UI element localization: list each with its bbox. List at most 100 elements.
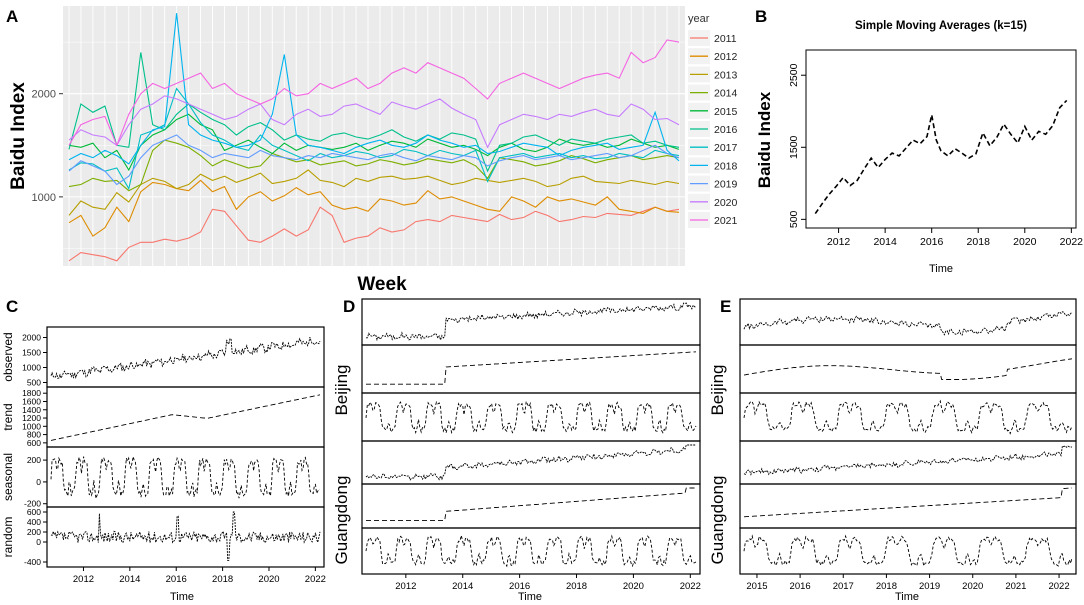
ytick-label: 0 [36,537,41,547]
xtick-label: 2020 [1013,236,1037,248]
panel-e-beijing-observed-line [743,311,1073,336]
legend-item-2020: 2020 [688,193,738,210]
panel-d-guangdong-trend-frame [361,483,701,529]
legend-label: 2020 [714,197,738,209]
panel-c-random-frame [46,506,325,568]
xtick-label: 2022 [1060,236,1084,248]
panel-b-title: Simple Moving Averages (k=15) [855,20,1027,32]
series-line-2011 [68,206,680,262]
xtick-label: 2018 [212,574,233,585]
ytick-label: 600 [27,438,41,448]
panel-e-guangdong-seasonal-frame [739,527,1077,575]
xtick-label: 2020 [258,574,279,585]
legend-label: 2017 [714,142,738,154]
ytick-label: 0 [36,477,41,487]
panel-c-trend-line [50,394,321,441]
xtick-label: 2012 [827,236,851,248]
panel-c-strip-seasonal: -200 0 200 seasonal [1,446,325,509]
series-line-2013 [68,169,680,216]
panel-d-beijing-observed-line [366,302,697,342]
panel-c-trend-frame [46,386,325,448]
xtick-label: 2022 [680,581,701,592]
xtick-label: 2018 [566,581,587,592]
ytick-label: 500 [27,378,41,388]
series-line-2015 [68,113,680,172]
legend-item-2019: 2019 [688,175,738,192]
ytick-label: 600 [27,507,41,517]
panel-d-guangdong-trend-line [366,487,696,521]
panel-e-strips [739,298,1077,575]
xtick-label: 2018 [967,236,991,248]
xtick-label: 2022 [305,574,326,585]
d-strip-beijing-observed [361,298,701,346]
panel-d-beijing-seasonal-line [365,399,697,435]
panel-c-seasonal-frame [46,446,325,508]
panel-a-plot-background [63,6,685,266]
sma-line [814,99,1068,215]
panel-e-region-label-guangdong: Guangdong [708,476,727,565]
e-strip-guangdong-seasonal [739,527,1077,575]
ytick-label: 500 [788,210,800,228]
ytick-label: 1400 [22,405,41,415]
xtick-label: 2022 [1048,581,1069,592]
xtick-label: 2014 [119,574,140,585]
xtick-label: 2016 [166,574,187,585]
ytick-label: -400 [24,557,41,567]
panel-d-beijing-observed-frame [361,298,701,346]
panel-a-yticks: 1000 2000 [32,89,63,204]
legend-label: 2012 [714,51,738,63]
panel-b-ylabel: Baidu Index [755,91,774,188]
panel-c: 500100015002000observed60080010001200140… [1,326,326,603]
xtick-label: 2016 [509,581,530,592]
panel-e-guangdong-trend-frame [739,483,1077,529]
panel-d-xlabel: Time [518,591,542,603]
panel-e-beijing-seasonal-line [743,399,1073,435]
legend-title: year [688,13,710,25]
ytick-label: 1000 [22,363,41,373]
panel-b-xlabel: Time [929,263,953,275]
panel-label-a: A [6,7,18,26]
panel-d-guangdong-seasonal-frame [361,527,701,575]
xtick-label: 2016 [790,581,811,592]
panel-c-strip-label: seasonal [1,453,15,501]
d-strip-beijing-trend [361,344,701,394]
d-strip-guangdong-observed [361,440,701,485]
series-line-2016 [68,52,680,173]
d-strip-beijing-seasonal [361,392,701,442]
panel-d-region-label-beijing: Beijing [332,364,351,415]
panel-a-ylabel: Baidu Index [8,82,29,190]
panel-a-grid [63,6,685,266]
legend-label: 2011 [714,33,737,45]
legend-label: 2013 [714,69,738,81]
panel-e-xlabel: Time [895,591,919,603]
ytick-label: 1500 [788,135,800,159]
panel-c-xlabel: Time [170,591,194,603]
panel-b-axes: 2012 2014 2016 2018 2020 2022 500 1500 2500 [788,63,1083,248]
xtick-label: 2017 [833,581,854,592]
xtick-label: 2020 [962,581,983,592]
legend-label: 2016 [714,124,738,136]
legend-item-2021: 2021 [688,212,738,228]
series-line-2019 [68,134,680,186]
e-strip-guangdong-trend [739,483,1077,529]
panel-e-guangdong-observed-line [743,445,1073,476]
panel-d-xaxis: 2012 2014 2016 2018 2020 2022 [395,574,701,592]
series-line-2017 [68,87,680,191]
panel-label-b: B [755,7,767,26]
panel-label-d: D [343,297,355,316]
panel-c-xaxis: 2012 2014 2016 2018 2020 2022 [73,567,326,585]
panel-e-beijing-seasonal-frame [739,392,1077,442]
panel-d-beijing-trend-line [366,351,697,385]
legend-item-2013: 2013 [688,66,738,83]
e-strip-guangdong-observed [739,440,1077,485]
ytick-label: 2000 [22,333,41,343]
ytick-label: 800 [27,430,41,440]
panel-c-strips: 500100015002000observed60080010001200140… [1,326,325,568]
panel-d-guangdong-seasonal-line [365,534,697,568]
ytick-label: 400 [27,517,41,527]
panel-d-beijing-trend-frame [361,344,701,394]
ytick-label: 200 [27,455,41,465]
panel-c-strip-observed: 500 1000 1500 2000 observed [1,326,325,388]
